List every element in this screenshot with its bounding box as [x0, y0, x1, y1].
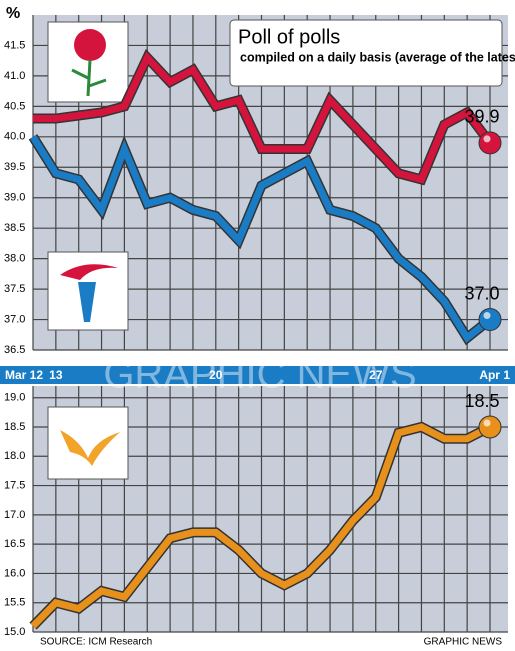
y-tick-label: 39.0 [4, 192, 25, 204]
rose [74, 29, 106, 61]
y-tick-label: 18.0 [4, 450, 25, 462]
y-tick-label: 41.5 [4, 39, 25, 51]
conservative-logo [47, 251, 129, 331]
y-tick-label: 17.0 [4, 509, 25, 521]
libdem-logo [47, 406, 129, 480]
y-tick-label: 17.5 [4, 479, 25, 491]
y-tick-label: 40.5 [4, 100, 25, 112]
highlight [483, 419, 491, 427]
logo-box [47, 406, 129, 480]
y-axis-label: % [6, 5, 20, 22]
watermark: GRAPHIC NEWS [103, 353, 416, 397]
end-marker [478, 308, 502, 332]
x-tick-label: Apr 1 [479, 368, 510, 382]
y-tick-label: 39.5 [4, 161, 25, 173]
stem [71, 59, 107, 97]
data-label: 39.9 [464, 107, 499, 127]
flame [60, 264, 118, 280]
data-label: 37.0 [464, 283, 499, 303]
highlight [483, 135, 491, 143]
y-tick-label: 19.0 [4, 392, 25, 404]
source: SOURCE: ICM Research [40, 637, 152, 648]
end-marker [478, 415, 502, 439]
y-tick-label: 36.5 [4, 344, 25, 356]
x-tick-label: 27 [369, 368, 383, 382]
line [30, 134, 493, 344]
y-tick-label: 41.0 [4, 70, 25, 82]
y-tick-label: 16.0 [4, 567, 25, 579]
y-tick-label: 15.0 [4, 626, 25, 638]
bird [60, 430, 120, 466]
x-tick-label: Mar 12 [5, 368, 43, 382]
y-tick-label: 18.5 [4, 421, 25, 433]
y-tick-label: 38.5 [4, 222, 25, 234]
labour-logo [47, 21, 129, 103]
date-bar [0, 366, 515, 384]
data-label: 18.5 [464, 391, 499, 411]
y-tick-label: 40.0 [4, 131, 25, 143]
subtitle: compiled on a daily basis (average of th… [240, 50, 515, 64]
credit: GRAPHIC NEWS [424, 637, 503, 648]
end-marker [478, 131, 502, 155]
y-tick-label: 37.5 [4, 283, 25, 295]
y-tick-label: 16.5 [4, 538, 25, 550]
torch [78, 282, 96, 322]
x-tick-label: 20 [209, 368, 223, 382]
x-tick-label: 13 [49, 368, 63, 382]
y-tick-label: 15.5 [4, 597, 25, 609]
y-tick-label: 38.0 [4, 253, 25, 265]
line [33, 51, 493, 184]
line [30, 423, 492, 629]
y-tick-label: 37.0 [4, 313, 25, 325]
chart-title: Poll of polls [238, 26, 340, 48]
title-box [229, 19, 503, 87]
highlight [483, 312, 491, 320]
